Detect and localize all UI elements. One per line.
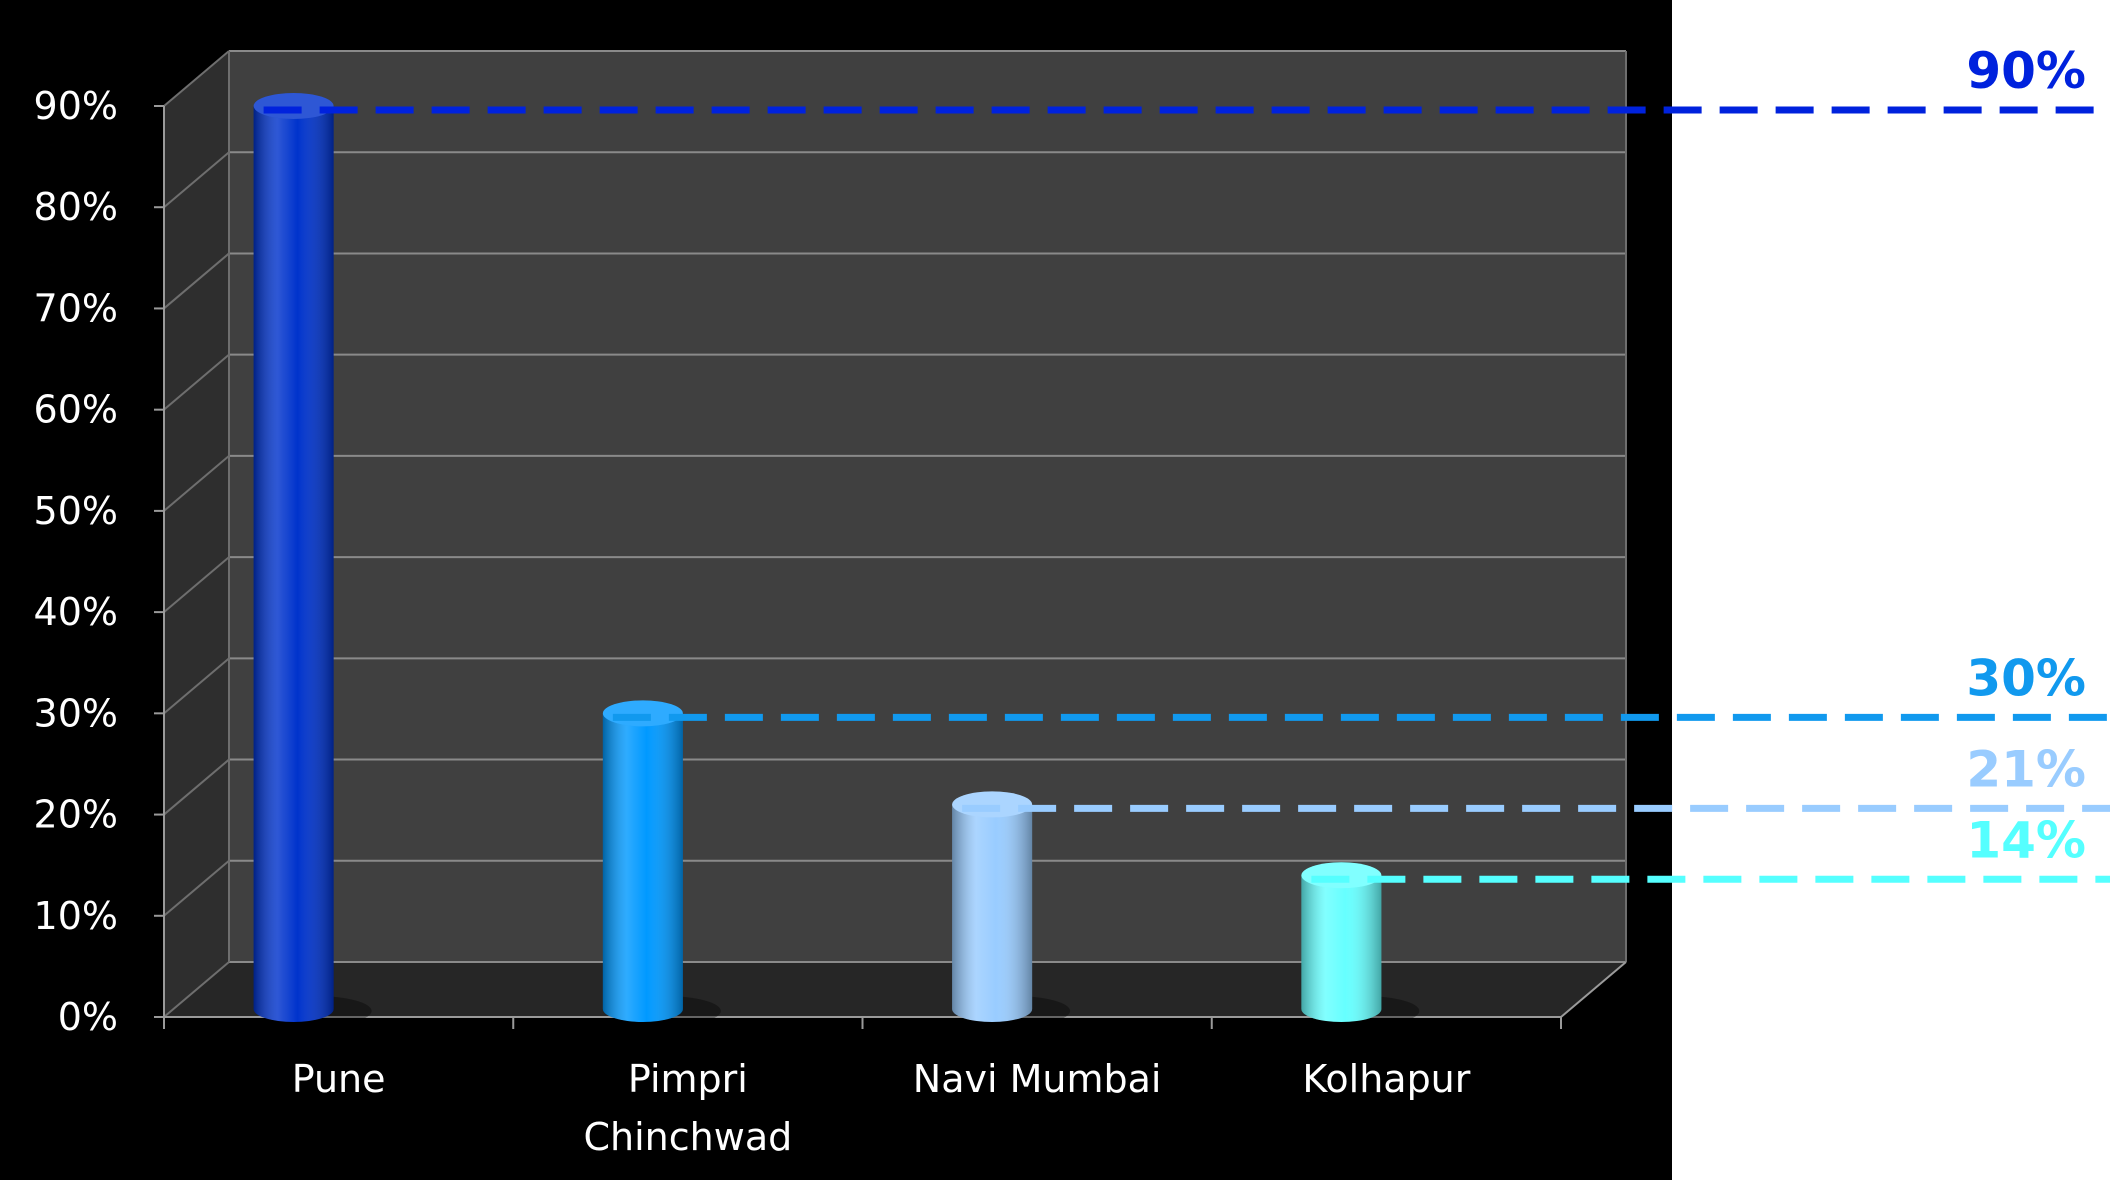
bar bbox=[602, 700, 721, 1026]
y-tick-label: 30% bbox=[34, 691, 118, 735]
value-annotation: 90% bbox=[1966, 42, 2086, 100]
gridline-side bbox=[163, 860, 230, 917]
x-axis-tick-labels: Pune Pimpri Chinchwad Navi Mumbai Kolhapur bbox=[292, 1057, 1471, 1159]
gridline-side bbox=[163, 151, 230, 208]
bar-top-cap-highlight bbox=[253, 93, 334, 119]
value-annotation: 21% bbox=[1966, 740, 2086, 798]
value-annotation: 30% bbox=[1966, 649, 2086, 707]
bar-shading bbox=[952, 804, 1033, 1022]
bar-top-cap-highlight bbox=[1301, 862, 1382, 889]
gridline-side bbox=[163, 252, 230, 310]
y-tick-label: 40% bbox=[34, 590, 118, 634]
x-tick-label-line: Kolhapur bbox=[1302, 1057, 1470, 1101]
y-tick-label: 90% bbox=[34, 84, 118, 128]
x-tick-label: Pune bbox=[292, 1057, 386, 1101]
annotations: 90% 30% 21% 14% bbox=[263, 42, 2110, 883]
gridline-side bbox=[163, 556, 230, 613]
x-tick-label: Kolhapur bbox=[1302, 1057, 1470, 1101]
value-annotation: 14% bbox=[1966, 811, 2086, 869]
x-tick-label-line: Chinchwad bbox=[584, 1115, 793, 1159]
floor bbox=[164, 962, 1626, 1017]
gridline-side bbox=[163, 50, 230, 107]
y-tick-label: 0% bbox=[58, 995, 118, 1039]
y-tick-label: 20% bbox=[34, 793, 118, 837]
gridline-side bbox=[163, 455, 230, 512]
x-tick-label-line: Navi Mumbai bbox=[913, 1057, 1162, 1101]
gridline-side bbox=[163, 353, 230, 411]
y-tick-label: 60% bbox=[34, 388, 118, 432]
y-tick-label: 70% bbox=[34, 286, 118, 330]
gridline-side bbox=[163, 758, 230, 816]
x-tick-label-line: Pimpri bbox=[628, 1057, 748, 1101]
gridline-side bbox=[163, 961, 230, 1018]
y-tick-label: 10% bbox=[34, 894, 118, 938]
bars bbox=[253, 93, 1420, 1026]
bar bbox=[952, 791, 1071, 1026]
x-tick-label-line: Pune bbox=[292, 1057, 386, 1101]
y-tick-label: 50% bbox=[34, 489, 118, 533]
y-tick-label: 80% bbox=[34, 185, 118, 229]
plot-walls bbox=[164, 51, 1626, 1017]
bar-shading bbox=[1301, 875, 1382, 1022]
bar bbox=[253, 93, 372, 1026]
bar-top-cap-highlight bbox=[602, 700, 683, 727]
side-wall bbox=[164, 51, 229, 1017]
back-wall bbox=[229, 51, 1626, 962]
bar-top-cap-highlight bbox=[952, 791, 1033, 818]
y-axis-tick-labels: 0% 10% 20% 30% 40% 50% 60% 70% 80% 90% bbox=[34, 84, 118, 1039]
x-tick-label: Navi Mumbai bbox=[913, 1057, 1162, 1101]
gridlines bbox=[163, 50, 1627, 1018]
x-tick-label: Pimpri Chinchwad bbox=[584, 1057, 793, 1159]
floor-right-edge bbox=[1560, 961, 1627, 1018]
bar-shading bbox=[253, 106, 334, 1022]
bar-shading bbox=[602, 713, 683, 1022]
gridline-side bbox=[163, 657, 230, 715]
